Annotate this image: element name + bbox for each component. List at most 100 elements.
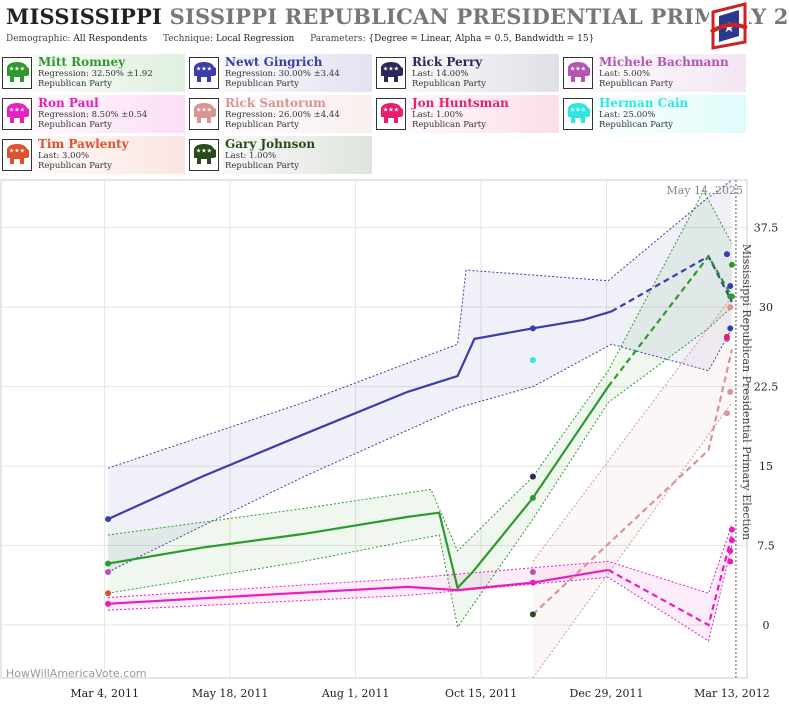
candidate-party: Republican Party [38, 79, 112, 89]
candidate-party: Republican Party [225, 161, 299, 171]
candidate-name: Newt Gingrich [225, 55, 323, 69]
y-tick-label: 0 [763, 619, 770, 632]
candidate-name: Rick Santorum [225, 96, 326, 110]
candidate-stat: Last: 5.00% [599, 69, 651, 79]
data-point [728, 261, 735, 268]
band-lower-line [107, 328, 733, 573]
svg-text:★★★: ★★★ [9, 107, 25, 114]
candidate-name: Gary Johnson [225, 137, 316, 151]
x-tick-label: Mar 4, 2011 [70, 687, 139, 700]
svg-text:★: ★ [723, 20, 736, 36]
svg-text:★★★: ★★★ [9, 66, 25, 73]
projection-line [607, 254, 733, 388]
flag-logo-icon: ★ [709, 2, 749, 50]
x-tick-label: Dec 29, 2011 [570, 687, 644, 700]
band-lower-line [532, 402, 733, 679]
elephant-icon: ★★★ [2, 57, 32, 89]
svg-text:★★★: ★★★ [196, 66, 212, 73]
candidate-party: Republican Party [412, 79, 486, 89]
x-tick-label: Aug 1, 2011 [321, 687, 390, 700]
candidate-card[interactable]: ★★★ Ron Paul Regression: 8.50% ±0.54 Rep… [0, 95, 185, 133]
header: MISSISSIPPI SISSIPPI REPUBLICAN PRESIDEN… [0, 0, 789, 52]
parameters-label: Parameters: [310, 34, 366, 44]
data-point [529, 494, 536, 501]
current-date-label: May 14, 2025 [666, 184, 743, 197]
data-point [723, 333, 730, 340]
candidate-card[interactable]: ★★★ Jon Huntsman Last: 1.00% Republican … [374, 95, 559, 133]
confidence-band [108, 180, 732, 572]
watermark: HowWillAmericaVote.com [6, 667, 147, 680]
candidate-name: Tim Pawlenty [38, 137, 129, 151]
data-point [529, 579, 536, 586]
candidate-card[interactable]: ★★★ Michele Bachmann Last: 5.00% Republi… [561, 54, 746, 92]
technique-label: Technique: [163, 34, 214, 44]
candidate-name: Jon Huntsman [412, 96, 509, 110]
candidate-card[interactable]: ★★★ Mitt Romney Regression: 32.50% ±1.92… [0, 54, 185, 92]
y-tick-label: 7.5 [757, 540, 775, 553]
data-point [529, 357, 536, 364]
plot-frame [0, 179, 748, 679]
candidate-party: Republican Party [225, 120, 299, 130]
candidate-card[interactable]: ★★★ Newt Gingrich Regression: 30.00% ±3.… [187, 54, 372, 92]
elephant-icon: ★★★ [189, 57, 219, 89]
candidate-card[interactable]: ★★★ Gary Johnson Last: 1.00% Republican … [187, 136, 372, 174]
data-point [727, 293, 734, 300]
data-point [105, 590, 112, 597]
svg-text:★★★: ★★★ [570, 66, 586, 73]
trend-line [107, 568, 609, 605]
election-label: Mississippi Republican Presidential Prim… [740, 244, 753, 540]
data-point [723, 251, 730, 258]
technique-value: Local Regression [215, 34, 295, 44]
elephant-icon: ★★★ [2, 139, 32, 171]
band-upper-line [532, 296, 733, 562]
data-point [529, 569, 536, 576]
data-point [727, 388, 734, 395]
band-lower-line [107, 306, 733, 629]
y-tick-label: 15 [759, 460, 773, 473]
data-point [723, 410, 730, 417]
confidence-band [532, 296, 732, 678]
data-point [728, 526, 735, 533]
elephant-icon: ★★★ [376, 57, 406, 89]
title-race: SISSIPPI REPUBLICAN PRESIDENTIAL PRIMARY… [169, 4, 789, 29]
candidate-card[interactable]: ★★★ Tim Pawlenty Last: 3.00% Republican … [0, 136, 185, 174]
candidate-name: Rick Perry [412, 55, 483, 69]
parameters-line: Demographic: All Respondents Technique: … [6, 34, 594, 44]
parameters-value: {Degree = Linear, Alpha = 0.5, Bandwidth… [368, 34, 595, 44]
band-upper-line [107, 179, 733, 469]
candidate-name: Ron Paul [38, 96, 99, 110]
trend-line [107, 310, 612, 521]
candidate-stat: Regression: 26.00% ±4.44 [225, 110, 340, 120]
elephant-icon: ★★★ [563, 57, 593, 89]
data-point [727, 325, 734, 332]
elephant-icon: ★★★ [563, 98, 593, 130]
candidate-card[interactable]: ★★★ Herman Cain Last: 25.00% Republican … [561, 95, 746, 133]
trend-line [107, 385, 610, 591]
candidate-party: Republican Party [412, 120, 486, 130]
candidate-legend: ★★★ Mitt Romney Regression: 32.50% ±1.92… [0, 54, 789, 174]
candidate-party: Republican Party [599, 79, 673, 89]
elephant-icon: ★★★ [189, 98, 219, 130]
candidate-party: Republican Party [599, 120, 673, 130]
data-point [529, 325, 536, 332]
data-point [105, 516, 112, 523]
data-point [727, 282, 734, 289]
candidate-stat: Last: 25.00% [599, 110, 656, 120]
candidate-party: Republican Party [38, 120, 112, 130]
candidate-stat: Regression: 8.50% ±0.54 [38, 110, 148, 120]
svg-text:★★★: ★★★ [196, 148, 212, 155]
candidate-name: Herman Cain [599, 96, 689, 110]
svg-text:★★★: ★★★ [570, 107, 586, 114]
projection-line [607, 534, 733, 627]
data-point [728, 537, 735, 544]
candidate-stat: Last: 1.00% [225, 151, 277, 161]
candidate-card[interactable]: ★★★ Rick Perry Last: 14.00% Republican P… [374, 54, 559, 92]
data-point [105, 569, 112, 576]
candidate-name: Michele Bachmann [599, 55, 729, 69]
title-state: MISSISSIPPI [6, 4, 163, 29]
candidate-card[interactable]: ★★★ Rick Santorum Regression: 26.00% ±4.… [187, 95, 372, 133]
chart-area: Mar 4, 2011 May 18, 2011 Aug 1, 2011 Oct 15… [0, 179, 779, 700]
confidence-band [108, 524, 732, 641]
candidate-party: Republican Party [225, 79, 299, 89]
y-tick-label: 37.5 [754, 222, 779, 235]
